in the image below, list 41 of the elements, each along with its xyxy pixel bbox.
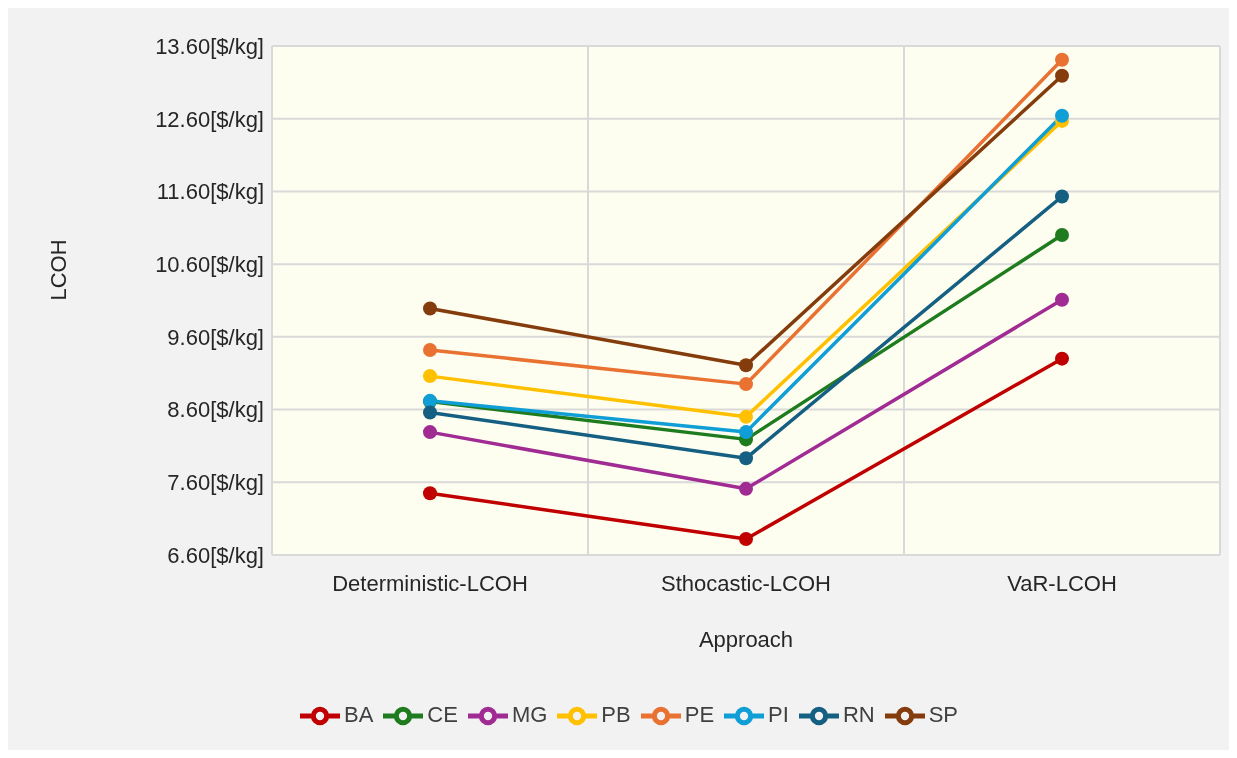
y-tick-label: 8.60[$/kg] [167,397,264,423]
x-tick-label: VaR-LCOH [1007,570,1117,596]
legend-label: PB [601,701,631,727]
legend-label: PE [684,701,715,727]
point [423,369,437,384]
x-tick-label: Sthocastic-LCOH [661,570,831,596]
point [739,425,753,440]
point [1055,228,1069,243]
point [739,409,753,424]
point [1055,108,1069,123]
legend-label: MG [511,701,548,727]
legend-label: BA [343,701,374,727]
point [423,405,437,420]
point [423,486,437,501]
point [739,358,753,373]
y-tick-label: 12.60[$/kg] [155,106,264,132]
point [739,451,753,466]
y-tick-label: 6.60[$/kg] [167,542,264,568]
point [1055,292,1069,307]
y-tick-label: 11.60[$/kg] [156,179,264,205]
y-axis-title: LCOH [45,239,71,301]
y-tick-label: 7.60[$/kg] [167,470,264,496]
point [423,301,437,316]
point [1055,52,1069,67]
point [423,342,437,357]
point [1055,189,1069,204]
y-tick-label: 9.60[$/kg] [167,324,264,350]
point [1055,351,1069,366]
legend-label: CE [427,701,458,727]
x-axis-title: Approach [698,627,794,652]
y-tick-label: 13.60[$/kg] [155,33,264,59]
legend-label: PI [768,701,789,727]
point [1055,68,1069,83]
x-tick-label: Deterministic-LCOH [332,570,528,596]
legend-label: RN [842,701,875,727]
legend-label: SP [928,701,959,727]
point [739,532,753,546]
point [739,481,753,496]
point [739,377,753,392]
y-tick-label: 10.60[$/kg] [155,251,264,277]
point [423,425,437,440]
